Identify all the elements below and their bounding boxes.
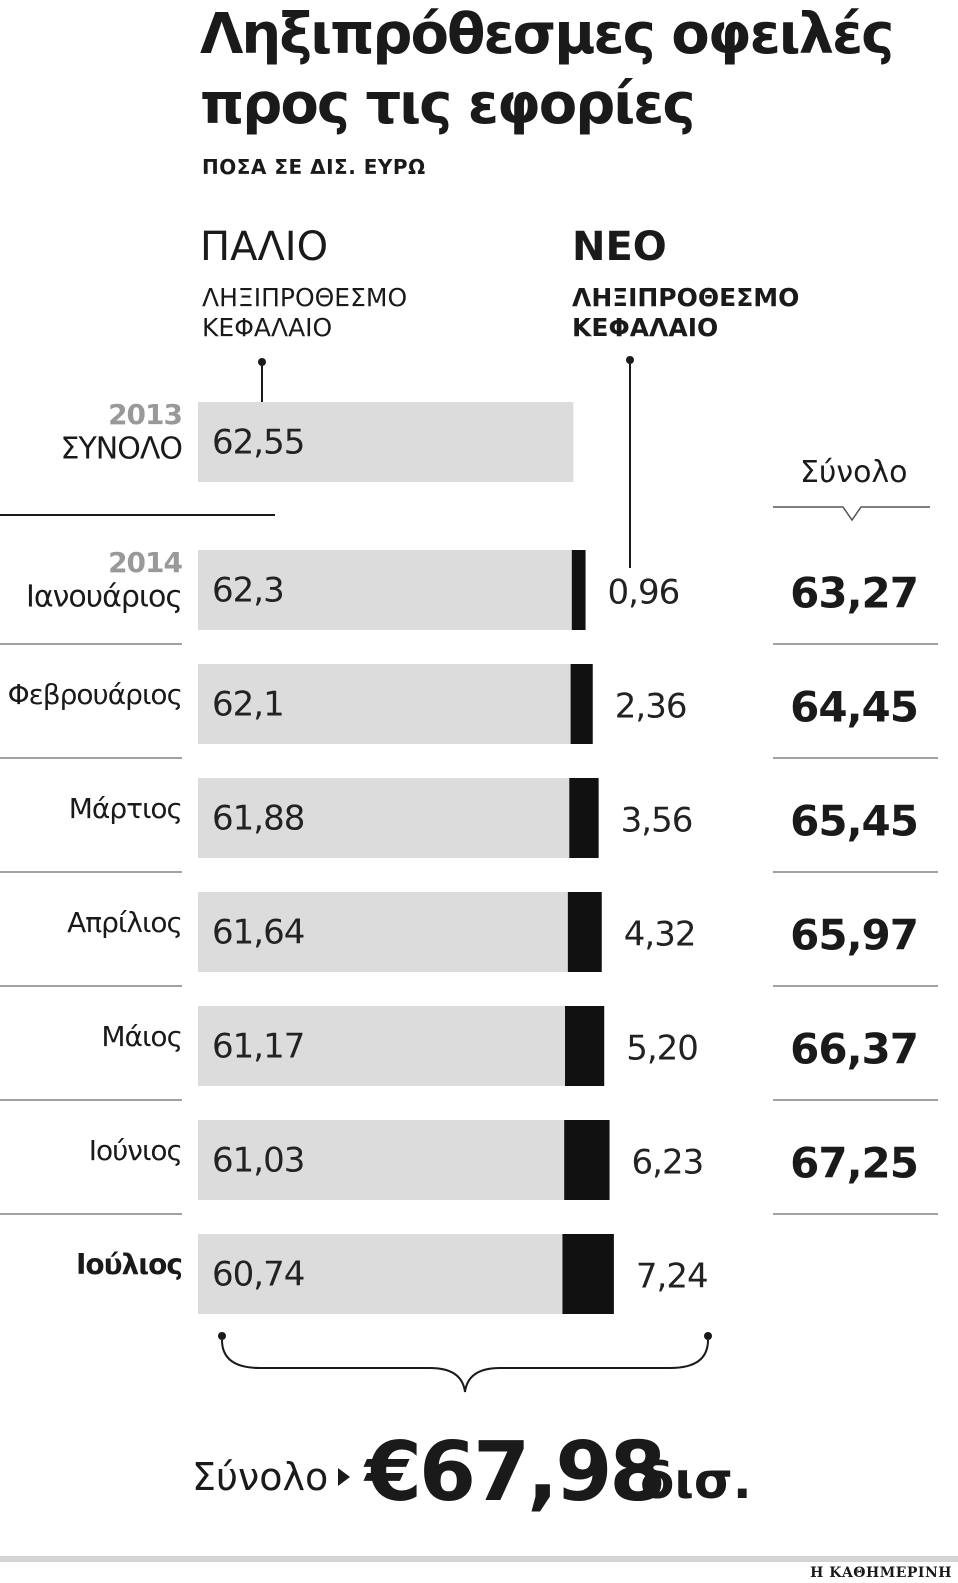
old-debt-bar <box>198 550 572 630</box>
old-debt-value-label: 61,03 <box>212 1141 304 1181</box>
old-debt-bar <box>198 402 574 482</box>
grand-total-value: €67,98 <box>365 1425 666 1520</box>
row-category-label: Μάρτιος <box>69 792 182 825</box>
new-debt-bar <box>562 1234 614 1314</box>
new-leader-dot <box>626 356 634 364</box>
total-value-label: 63,27 <box>790 569 918 618</box>
old-debt-bar <box>198 1006 566 1086</box>
brace-dot-right <box>704 1332 712 1340</box>
total-header-bracket <box>773 506 930 522</box>
new-debt-subheading: ΛΗΞΙΠΡΟΘΕΣΜΟ ΚΕΦΑΛΑΙΟ <box>572 283 800 342</box>
old-debt-value-label: 62,3 <box>212 571 284 611</box>
old-debt-value-label: 60,74 <box>212 1255 304 1295</box>
old-debt-subheading: ΛΗΞΙΠΡΟΘΕΣΜΟ ΚΕΦΑΛΑΙΟ <box>202 283 408 342</box>
row-category-label: Απρίλιος <box>67 906 182 939</box>
total-column-heading: Σύνολο <box>800 455 908 490</box>
old-debt-bar <box>198 1120 565 1200</box>
new-debt-value-label: 5,20 <box>626 1029 698 1069</box>
old-leader-dot <box>258 358 266 366</box>
new-debt-value-label: 6,23 <box>632 1143 704 1183</box>
chart-subtitle: ΠΟΣΑ ΣΕ ΔΙΣ. ΕΥΡΩ <box>202 155 426 179</box>
new-debt-bar <box>571 550 586 630</box>
row-category-label: Ιανουάριος <box>26 580 182 615</box>
row-category-label: Ιούλιος <box>76 1248 182 1281</box>
new-debt-value-label: 7,24 <box>636 1257 708 1297</box>
total-value-label: 67,25 <box>790 1139 918 1188</box>
grand-total-unit: δισ. <box>640 1452 752 1510</box>
old-debt-value-label: 61,64 <box>212 913 304 953</box>
total-value-label: 65,45 <box>790 797 918 846</box>
year-label: 2013 <box>108 398 182 431</box>
new-debt-value-label: 3,56 <box>621 801 693 841</box>
new-debt-bar <box>567 892 602 972</box>
row-category-label: Μάιος <box>101 1020 182 1053</box>
grand-total-label: Σύνολο <box>192 1455 329 1499</box>
old-debt-bar <box>198 778 570 858</box>
source-credit: Η ΚΑΘΗΜΕΡΙΝΗ <box>810 1565 952 1581</box>
bottom-brace <box>221 1339 709 1393</box>
row-category-label: Ιούνιος <box>89 1134 182 1167</box>
total-value-label: 64,45 <box>790 683 918 732</box>
old-debt-value-label: 62,1 <box>212 685 284 725</box>
new-debt-bar <box>569 778 599 858</box>
old-debt-bar <box>198 664 571 744</box>
old-debt-bar <box>198 892 568 972</box>
old-debt-value-label: 62,55 <box>212 423 304 463</box>
new-debt-value-label: 0,96 <box>608 573 680 613</box>
new-debt-bar <box>564 1120 610 1200</box>
footer-divider <box>0 1556 958 1562</box>
arrow-right-icon <box>338 1468 350 1486</box>
old-debt-heading: ΠΑΛΙΟ <box>200 224 329 270</box>
new-debt-bar <box>565 1006 605 1086</box>
new-debt-value-label: 4,32 <box>624 915 696 955</box>
row-category-label: ΣΥΝΟΛΟ <box>61 432 182 467</box>
total-value-label: 65,97 <box>790 911 918 960</box>
brace-dot-left <box>218 1332 226 1340</box>
new-debt-heading: ΝΕΟ <box>572 224 667 270</box>
old-debt-value-label: 61,17 <box>212 1027 304 1067</box>
year-label: 2014 <box>108 546 182 579</box>
chart-title: Ληξιπρόθεσμες οφειλές προς τις εφορίες <box>200 2 894 137</box>
old-debt-value-label: 61,88 <box>212 799 304 839</box>
total-value-label: 66,37 <box>790 1025 918 1074</box>
new-debt-value-label: 2,36 <box>615 687 687 727</box>
old-debt-bar <box>198 1234 563 1314</box>
row-category-label: Φεβρουάριος <box>8 678 182 711</box>
new-debt-bar <box>570 664 593 744</box>
